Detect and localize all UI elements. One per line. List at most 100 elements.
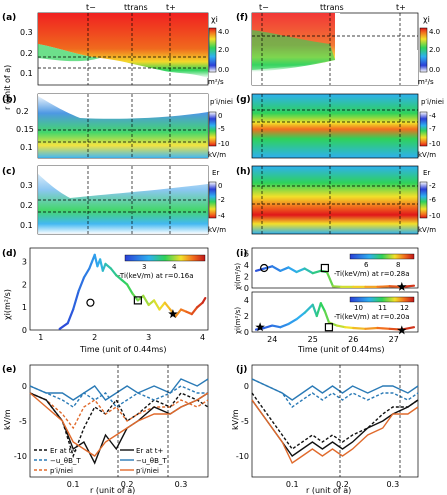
e-series-line [29,392,209,457]
a-cbar-tick: 4.0 [218,28,229,36]
ytick-label: 2 [22,280,27,289]
i-bottom-line-segment [303,303,314,314]
g-units: kV/m [418,151,436,159]
d-xticks: 1 2 3 4 [38,333,205,342]
panel-f: (f) t− ttrans t+ χi 4.0 2.0 0.0 m²/s [236,3,440,86]
i-top-line-segment [331,285,343,288]
i-bottom-line-segment [319,302,326,313]
i-bottom-line-segment [311,303,318,318]
circle-marker [260,263,269,273]
i-bottom-line-segment [364,326,379,330]
i-bottom-cbar-tick: 12 [400,304,409,312]
j-series-line [251,378,419,401]
e-xlabel: r (unit of a) [90,486,135,495]
i-top-line-segment [311,269,322,275]
t-minus-marker-right: t− [259,3,269,12]
xtick-label: 4 [200,333,205,342]
h-cbar-tick: -10 [429,212,440,220]
i-xlabel: Time (unit of 0.44ms) [297,345,384,354]
b-quantity: p′i/niei [210,98,233,106]
g-cbar-tick: -7 [429,125,436,133]
e-yticks: 0 -5 -10 [14,382,27,461]
d-ylabel: χi(m²/s) [3,289,12,320]
d-line-segment [99,258,104,272]
d-line-segment [101,262,107,272]
i-top-line-segment [295,267,306,274]
panel-e-label: (e) [2,365,16,375]
d-xlabel: Time (unit of 0.44ms) [79,345,166,354]
ytick-label: 0 [244,328,249,337]
j-series-line [251,399,419,465]
xtick-label: 2 [92,333,97,342]
h-cbar-tick: -6 [429,196,437,204]
ytick-label: 3 [22,258,27,267]
b-ytick: 0.2 [16,107,29,116]
xtick-label: 26 [348,335,358,344]
square-marker [133,296,142,305]
i-top-line-segment [376,285,391,288]
i-bottom-line-segment [323,310,331,324]
c-ytick: 0.1 [20,221,33,230]
ytick-label: -10 [236,452,249,461]
d-line-segment [88,260,94,270]
c-units: kV/m [208,226,226,234]
i-top-line-segment [279,266,290,272]
ytick-label: 6 [244,250,249,259]
d-line-segment [174,308,183,318]
star-marker [397,281,407,291]
xtick-label: 0.3 [175,480,188,489]
d-line-segment [163,301,172,311]
panel-j-label: (j) [236,365,247,375]
xtick-label: 24 [267,335,277,344]
b-cbar-tick: -5 [218,125,225,133]
t-minus-marker: t− [86,3,96,12]
e-series-line [29,392,209,430]
panel-f-label: (f) [236,13,248,23]
i-top-cbar-tick: 8 [396,261,400,269]
a-cbar-tick: 2.0 [218,46,229,54]
f-colorbar [419,27,428,73]
h-colorbar [419,181,428,219]
d-colorbar [124,254,206,262]
d-line-segment [72,290,80,311]
c-cbar-tick: -2 [218,196,225,204]
j-yticks: 0 -5 -10 [236,382,249,461]
xtick-label: 0.2 [121,480,134,489]
b-cbar-tick: -10 [218,140,229,148]
i-bottom-cbar-tick: 11 [378,304,387,312]
xtick-label: 0.1 [286,480,299,489]
ytick-label: -5 [241,417,249,426]
panel-b-label: (b) [2,95,17,105]
i-top-line-segment [325,270,335,288]
f-cbar-tick: 4.0 [429,28,440,36]
c-ytick: 0.3 [20,181,33,190]
a-ytick: 0.1 [20,69,33,78]
t-trans-marker: ttrans [124,3,148,12]
a-ytick: 0.3 [20,28,33,37]
j-ylabel: kV/m [231,409,240,430]
e-series-line [29,392,209,459]
d-cbar-title: -Ti(keV/m) at r=0.16a [118,272,194,280]
d-line-segment [196,301,204,309]
b-ytick: 0.1 [20,143,33,152]
i-xticks: 24 25 26 27 [267,335,399,344]
j-series [251,378,419,465]
b-cbar-tick: 0 [218,112,222,120]
b-ytick: 0.15 [16,125,34,134]
panel-d: (d) χi(m²/s) 0 1 2 3 1 2 3 4 Time (unit of 0.4… [2,247,209,354]
e-series [29,378,209,465]
j-xlabel: r (unit of a) [306,486,351,495]
h-quantity: Er [423,169,430,177]
i-bottom-series [254,302,416,331]
f-units: m²/s [418,78,434,86]
b-colorbar [208,111,217,147]
d-chi-series [58,253,207,330]
i-top-cbar-title: -Ti(keV/m) at r=0.28a [334,270,410,278]
i-markers [255,263,407,335]
panel-d-label: (d) [2,249,17,259]
legend-er-minus: Er at t− [50,447,78,455]
i-yticks: 0 2 4 6 0 2 4 [244,250,249,337]
d-line-segment [66,308,75,325]
ytick-label: -5 [19,417,27,426]
